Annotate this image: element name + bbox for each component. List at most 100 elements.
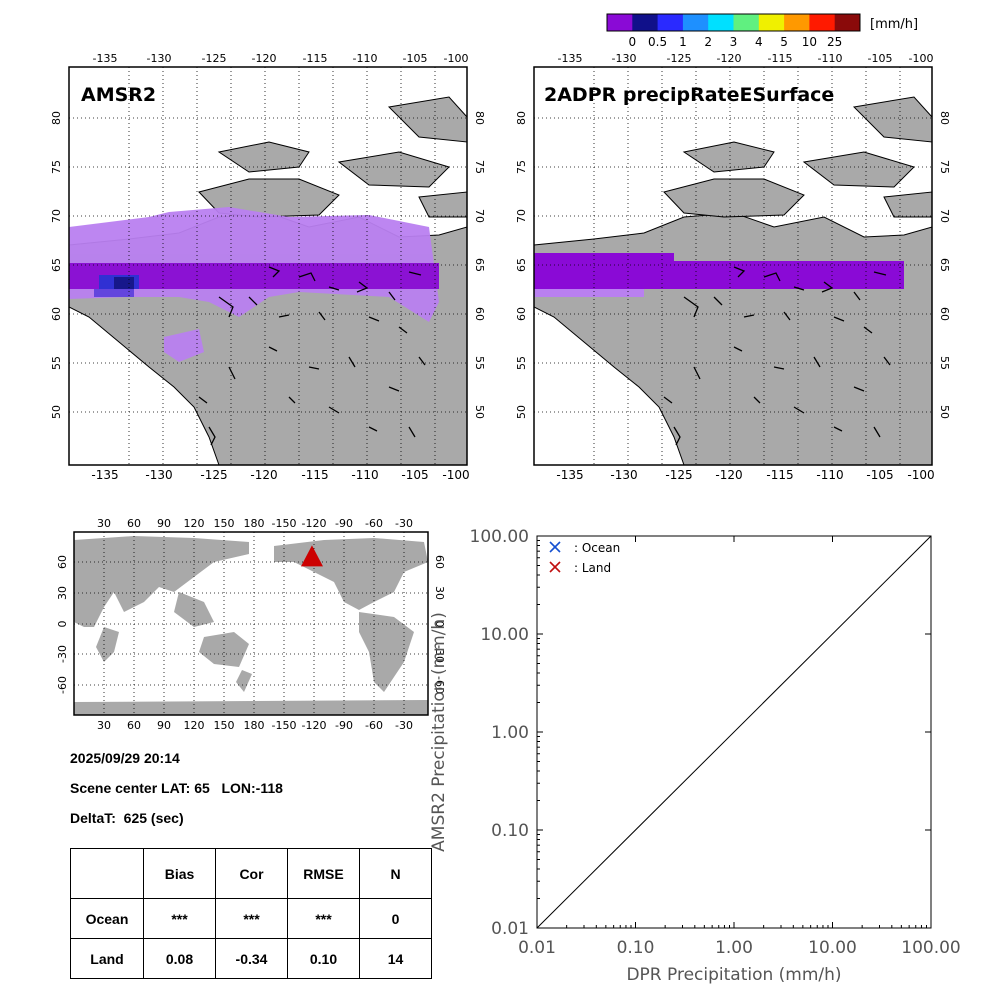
legend-land-marker xyxy=(549,561,561,573)
colorbar-swatch xyxy=(607,14,633,31)
lon-ticks-top: -135 -130 -125 -120 -115 -110 -105 -100 xyxy=(558,52,934,65)
table-header-cell xyxy=(70,848,144,899)
svg-text:-30: -30 xyxy=(433,645,446,663)
coastline-details xyxy=(663,266,891,446)
table-row: Land 0.08 -0.34 0.10 14 xyxy=(70,938,432,979)
colorbar-tick-label: 0 xyxy=(628,35,636,49)
svg-text:75: 75 xyxy=(938,160,951,174)
svg-text:70: 70 xyxy=(473,209,486,223)
svg-text:60: 60 xyxy=(473,307,486,321)
scene-delta-t: DeltaT: 625 (sec) xyxy=(70,810,184,826)
svg-text:-60: -60 xyxy=(56,676,69,694)
world-locator-map: 30 60 90 120 150 180 -150 -120 -90 -60 -30 30… xyxy=(56,517,446,732)
svg-text:-130: -130 xyxy=(145,468,172,482)
svg-text:-105: -105 xyxy=(868,52,893,65)
svg-text:50: 50 xyxy=(50,405,63,419)
svg-text:-125: -125 xyxy=(202,52,227,65)
colorbar-unit: [mm/h] xyxy=(870,17,918,32)
svg-text:70: 70 xyxy=(515,209,528,223)
y-tick-label: 10.00 xyxy=(480,625,529,645)
colorbar-frame xyxy=(606,13,861,32)
colorbar-tick-label: 3 xyxy=(730,35,738,49)
table-header-cell: Cor xyxy=(215,848,288,899)
dpr-precip-field xyxy=(534,253,904,297)
svg-text:60: 60 xyxy=(127,719,141,732)
colorbar-swatch xyxy=(809,14,836,31)
map-frame xyxy=(68,66,468,466)
x-tick-label: 10.00 xyxy=(808,938,857,958)
svg-text:60: 60 xyxy=(56,555,69,569)
svg-text:-90: -90 xyxy=(335,517,353,530)
table-cell: 14 xyxy=(359,938,432,979)
svg-text:75: 75 xyxy=(50,160,63,174)
svg-text:30: 30 xyxy=(56,586,69,600)
table-header-cell: N xyxy=(359,848,432,899)
legend-land-label: : Land xyxy=(574,561,611,575)
svg-text:55: 55 xyxy=(473,356,486,370)
x-tick-label: 100.00 xyxy=(901,938,960,958)
table-row: Ocean *** *** *** 0 xyxy=(70,898,432,939)
svg-text:30: 30 xyxy=(97,517,111,530)
svg-text:-30: -30 xyxy=(395,517,413,530)
colorbar: 0 0.5 1 2 3 4 5 10 25 [mm/h] xyxy=(606,13,918,49)
svg-text:-100: -100 xyxy=(444,52,469,65)
svg-text:-115: -115 xyxy=(766,468,793,482)
colorbar-swatch xyxy=(834,14,861,31)
svg-text:-90: -90 xyxy=(335,719,353,732)
svg-text:-110: -110 xyxy=(816,468,843,482)
svg-text:-125: -125 xyxy=(665,468,692,482)
graticule xyxy=(74,532,428,715)
x-tick-label: 0.10 xyxy=(617,938,655,958)
svg-text:-150: -150 xyxy=(272,719,297,732)
scene-datetime: 2025/09/29 20:14 xyxy=(70,750,180,766)
svg-text:-115: -115 xyxy=(303,52,328,65)
svg-text:60: 60 xyxy=(515,307,528,321)
svg-text:0: 0 xyxy=(433,621,446,628)
svg-text:-115: -115 xyxy=(301,468,328,482)
table-cell: 0.08 xyxy=(143,938,216,979)
table-cell: *** xyxy=(215,898,288,939)
svg-text:-60: -60 xyxy=(433,676,446,694)
svg-text:65: 65 xyxy=(50,258,63,272)
lat-ticks-left: 80 75 70 65 60 55 50 xyxy=(515,111,528,419)
svg-text:150: 150 xyxy=(214,719,235,732)
svg-text:75: 75 xyxy=(473,160,486,174)
svg-text:-130: -130 xyxy=(610,468,637,482)
legend: : Ocean : Land xyxy=(549,541,620,575)
lat-ticks-right: 60 30 0 -30 -60 xyxy=(433,555,446,694)
scene-location-marker xyxy=(300,545,323,567)
colorbar-tick-label: 1 xyxy=(679,35,687,49)
y-tick-label: 100.00 xyxy=(470,527,529,547)
table-cell: -0.34 xyxy=(215,938,288,979)
svg-text:80: 80 xyxy=(50,111,63,125)
one-to-one-line xyxy=(536,535,932,929)
y-tick-label: 0.01 xyxy=(491,919,529,939)
svg-text:-115: -115 xyxy=(768,52,793,65)
svg-text:-150: -150 xyxy=(272,517,297,530)
y-axis-label: AMSR2 Precipitation (mm/h) xyxy=(429,612,449,852)
table-header-cell: RMSE xyxy=(287,848,360,899)
lon-ticks-bottom: -135 -130 -125 -120 -115 -110 -105 -100 xyxy=(556,468,934,482)
svg-text:-110: -110 xyxy=(818,52,843,65)
svg-text:-120: -120 xyxy=(717,52,742,65)
dpr-map-panel: 2ADPR precipRateESurface -135 -130 -125 -1… xyxy=(515,52,951,482)
svg-text:65: 65 xyxy=(473,258,486,272)
svg-text:65: 65 xyxy=(938,258,951,272)
svg-text:-120: -120 xyxy=(302,719,327,732)
colorbar-tick-label: 25 xyxy=(827,35,842,49)
svg-text:80: 80 xyxy=(473,111,486,125)
land-island-victoria xyxy=(663,178,805,218)
table-header-row: Bias Cor RMSE N xyxy=(70,848,432,899)
colorbar-tick-label: 4 xyxy=(755,35,763,49)
svg-text:180: 180 xyxy=(244,719,265,732)
colorbar-swatch xyxy=(733,14,760,31)
svg-text:55: 55 xyxy=(938,356,951,370)
map-frame xyxy=(533,66,933,466)
table-header-cell: Bias xyxy=(143,848,216,899)
svg-text:-135: -135 xyxy=(91,468,118,482)
colorbar-swatch xyxy=(708,14,734,31)
map-title: AMSR2 xyxy=(81,84,156,106)
svg-text:-100: -100 xyxy=(909,52,934,65)
svg-text:-60: -60 xyxy=(365,719,383,732)
svg-text:-120: -120 xyxy=(252,52,277,65)
